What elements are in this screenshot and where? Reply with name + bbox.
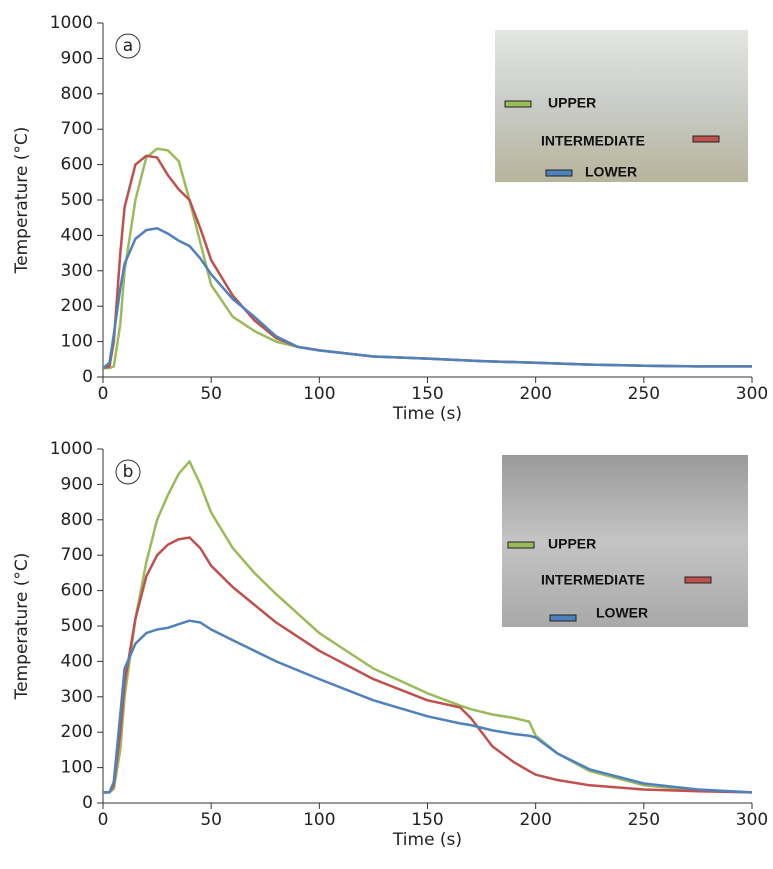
panel-badge xyxy=(115,33,141,59)
y-tick-label: 700 xyxy=(61,119,93,139)
legend-swatch xyxy=(507,541,535,549)
legend-label: UPPER xyxy=(548,536,596,552)
series-line xyxy=(102,154,752,370)
y-tick-label: 500 xyxy=(61,616,93,636)
y-tick-label: 800 xyxy=(61,84,93,104)
x-tick-label: 150 xyxy=(411,810,443,830)
y-tick-label: 0 xyxy=(82,793,93,813)
x-tick-label: 250 xyxy=(628,810,660,830)
y-tick-label: 500 xyxy=(61,190,93,210)
y-tick-label: 900 xyxy=(61,474,93,494)
y-tick-label: 1000 xyxy=(50,13,93,33)
x-tick-label: 300 xyxy=(736,384,768,404)
inset-photo xyxy=(495,30,748,182)
legend-swatch xyxy=(684,576,712,584)
legend-swatch xyxy=(692,135,720,143)
panel-badge xyxy=(115,459,141,485)
x-tick-label: 200 xyxy=(519,384,551,404)
legend-label: INTERMEDIATE xyxy=(541,572,645,588)
y-tick-label: 900 xyxy=(61,48,93,68)
x-tick-label: 250 xyxy=(628,384,660,404)
y-tick-label: 800 xyxy=(61,510,93,530)
y-tick-label: 200 xyxy=(61,722,93,742)
legend-label: LOWER xyxy=(585,164,637,180)
x-tick-label: 0 xyxy=(98,810,109,830)
y-tick-label: 600 xyxy=(61,581,93,601)
x-axis-label: Time (s) xyxy=(392,404,462,424)
legend-swatch xyxy=(504,100,532,108)
y-tick-label: 400 xyxy=(61,651,93,671)
panel-label: a xyxy=(123,36,133,56)
x-tick-label: 300 xyxy=(736,810,768,830)
y-tick-label: 400 xyxy=(61,225,93,245)
y-tick-label: 300 xyxy=(61,261,93,281)
y-axis-label: Temperature (°C) xyxy=(12,553,32,701)
y-tick-label: 700 xyxy=(61,545,93,565)
y-tick-label: 100 xyxy=(61,758,93,778)
series-line xyxy=(103,619,753,794)
legend-label: INTERMEDIATE xyxy=(541,133,645,149)
y-tick-label: 600 xyxy=(61,155,93,175)
inset-photo xyxy=(502,455,748,627)
x-axis-label: Time (s) xyxy=(392,830,462,850)
legend-label: LOWER xyxy=(596,605,648,621)
legend-label: UPPER xyxy=(548,95,596,111)
x-tick-label: 100 xyxy=(303,384,335,404)
y-tick-label: 100 xyxy=(61,332,93,352)
x-tick-label: 150 xyxy=(411,384,443,404)
y-tick-label: 1000 xyxy=(50,439,93,459)
x-tick-label: 50 xyxy=(200,384,222,404)
y-tick-label: 0 xyxy=(82,367,93,387)
series-line xyxy=(103,536,753,794)
x-tick-label: 200 xyxy=(519,810,551,830)
y-tick-label: 200 xyxy=(61,296,93,316)
panel-label: b xyxy=(123,462,134,482)
series-line xyxy=(102,227,752,370)
legend-swatch xyxy=(545,169,573,177)
x-tick-label: 0 xyxy=(98,384,109,404)
y-tick-label: 300 xyxy=(61,687,93,707)
y-axis-label: Temperature (°C) xyxy=(12,127,32,275)
legend-swatch xyxy=(549,614,577,622)
x-tick-label: 50 xyxy=(200,810,222,830)
x-tick-label: 100 xyxy=(303,810,335,830)
